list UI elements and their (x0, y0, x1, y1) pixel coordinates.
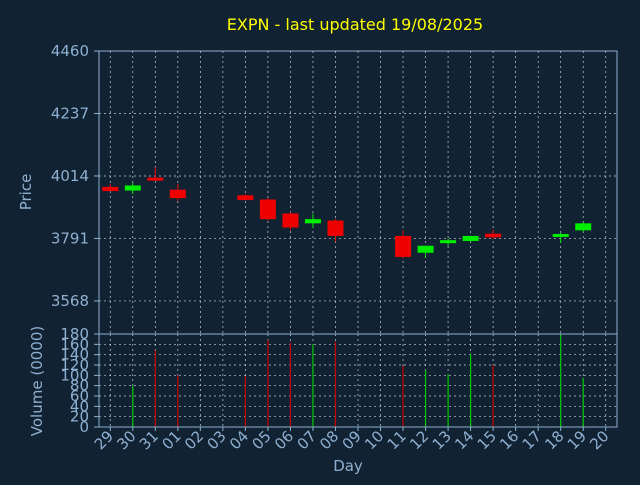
candle-body (282, 213, 299, 228)
candle-body (237, 195, 254, 201)
volume-bars (132, 335, 584, 427)
volume-tick-label: 80 (70, 377, 89, 395)
candle-body (327, 220, 344, 236)
x-tick-label: 20 (586, 427, 612, 453)
price-tick-label: 4460 (51, 42, 89, 60)
volume-tick-label: 0 (79, 418, 89, 436)
axes-layer: 3568379140144237446002040608010012014016… (51, 42, 618, 453)
candle-body (102, 186, 119, 192)
grid-layer (99, 50, 617, 428)
price-tick-label: 3791 (51, 229, 89, 247)
candle-body (462, 235, 479, 241)
candle-body (304, 219, 321, 224)
volume-tick-label: 180 (60, 325, 89, 343)
candle-body (124, 185, 141, 191)
candle-body (575, 223, 592, 231)
price-tick-label: 4237 (51, 104, 89, 122)
candle-body (485, 233, 502, 238)
candle-body (417, 245, 434, 253)
volume-tick-label: 140 (60, 346, 89, 364)
candle-body (169, 189, 186, 199)
x-axis-label: Day (333, 457, 363, 475)
candle-body (147, 177, 164, 181)
candlesticks (102, 167, 592, 259)
volume-tick-label: 60 (70, 387, 89, 405)
candle-body (440, 240, 457, 244)
chart-title: EXPN - last updated 19/08/2025 (227, 15, 483, 34)
volume-tick-label: 20 (70, 408, 89, 426)
candle-body (552, 233, 569, 237)
price-tick-label: 3568 (51, 292, 89, 310)
candle-body (259, 199, 276, 220)
candle-body (395, 235, 412, 257)
price-axis-label: Price (17, 174, 35, 211)
volume-axis-label: Volume (0000) (28, 326, 46, 436)
volume-tick-label: 120 (60, 356, 89, 374)
price-tick-label: 4014 (51, 167, 89, 185)
volume-tick-label: 100 (60, 366, 89, 384)
volume-tick-label: 160 (60, 335, 89, 353)
volume-tick-label: 40 (70, 397, 89, 415)
